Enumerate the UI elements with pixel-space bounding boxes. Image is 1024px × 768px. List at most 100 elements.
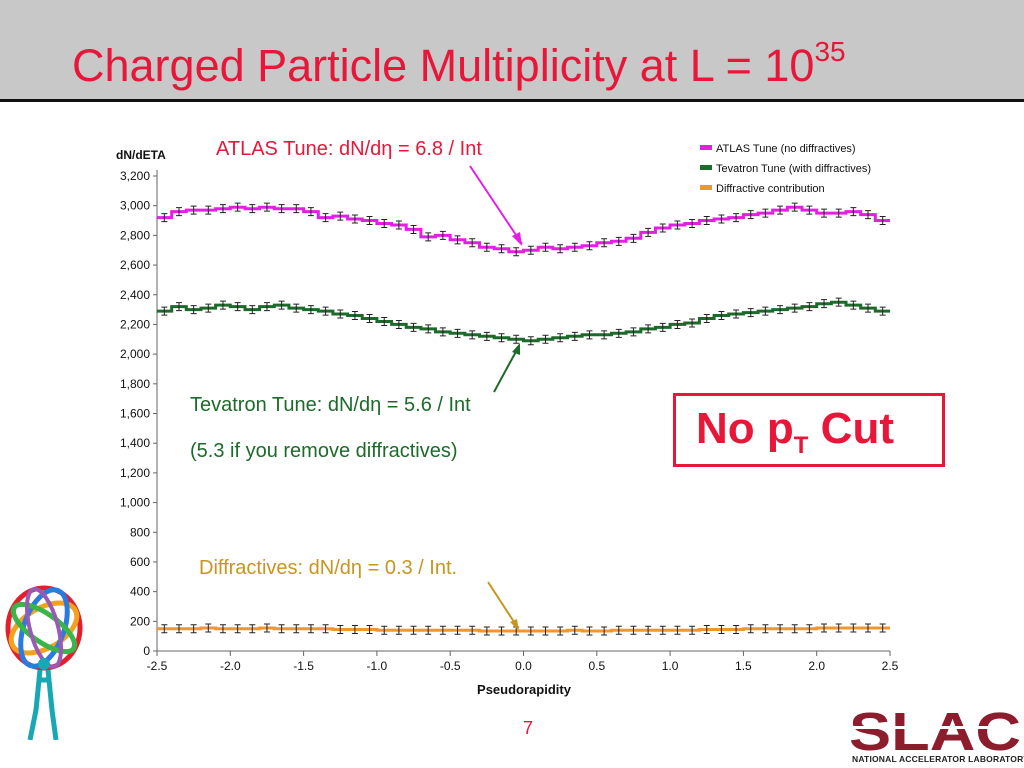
x-tick-label: 0.5 [588,659,605,673]
tevatron-series-point [879,306,886,316]
diffractive-series-point [630,625,637,635]
atlas-series-point [615,236,622,246]
diffractive-series-point [674,625,681,635]
atlas-series-point [718,214,725,224]
diffractive-series-point [263,623,270,633]
x-tick-label: 2.0 [808,659,825,673]
tevatron-series-point [777,305,784,315]
tevatron-series-point [645,324,652,334]
atlas-series-point [219,204,226,214]
tevatron-series-point [630,327,637,337]
tevatron-series-point [190,305,197,315]
tevatron-series-point [601,330,608,340]
tevatron-series-point [454,328,461,338]
no-pt-cut-label: No pT Cut [696,404,894,459]
tevatron-series-point [674,319,681,329]
diffractive-series-point [366,624,373,634]
atlas-series-point [381,219,388,228]
axes: 0 200 400 600 800 1,000 1,200 1,400 1,600 1,800 2,… [120,169,899,673]
y-tick-label: 1,400 [120,436,150,450]
atlas-series-point [454,235,461,245]
x-tick-label: -1.5 [293,659,314,673]
x-tick-label: 2.5 [882,659,899,673]
tevatron-series-point [806,302,813,312]
atlas-series-point [586,241,593,251]
tevatron-series [157,297,890,346]
diffractive-series-point [806,624,813,634]
y-tick-label: 3,200 [120,169,150,183]
tevatron-series-point [351,311,358,321]
atlas-series-point [366,216,373,226]
tevatron-series-point [615,328,622,338]
tevatron-series-point [498,333,505,343]
diffractive-series-point [718,624,725,634]
diffractive-series-point [469,625,476,635]
diffractive-series-point [850,623,857,633]
atlas-series-point [527,245,534,255]
atlas-arrow-head [512,232,522,246]
atlas-series-point [865,210,872,220]
diffractive-series-point [293,624,300,634]
y-tick-label: 400 [130,585,150,599]
diffractive-series-point [791,624,798,634]
atlas-series-point [337,211,344,221]
diffractive-series-point [703,624,710,634]
y-axis-label: dN/dETA [116,148,166,162]
diffractive-series-point [337,624,344,634]
diffractive-annotation: Diffractives: dN/dη = 0.3 / Int. [199,557,458,579]
tevatron-arrow-head [512,343,520,355]
tevatron-series-point [513,334,520,344]
diffractive-series-point [601,626,608,636]
tevatron-series-point [439,327,446,337]
y-tick-label: 2,000 [120,347,150,361]
tevatron-series-point [747,308,754,318]
diffractive-series-point [689,625,696,635]
atlas-series-point [278,204,285,214]
slide-title: Charged Particle Multiplicity at L = 103… [72,36,846,91]
atlas-series-point [498,244,505,254]
atlas-series-point [630,233,637,243]
legend-swatch [700,165,712,170]
tevatron-series-point [483,331,490,341]
diffractive-series-point [557,626,564,636]
tevatron-annotation: Tevatron Tune: dN/dη = 5.6 / Int [190,394,471,416]
tevatron-series-point [234,302,241,312]
atlas-series-point [762,208,769,218]
atlas-series-point [689,219,696,228]
atlas-series-point [293,204,300,214]
atlas-series-point [733,213,740,223]
atlas-series-point [542,242,549,252]
y-tick-label: 0 [143,644,150,658]
y-tick-label: 1,600 [120,407,150,421]
legend-entry: ATLAS Tune (no diffractives) [716,143,856,155]
tevatron-series-point [322,306,329,316]
y-tick-label: 200 [130,614,150,628]
tevatron-series-point [395,319,402,329]
legend-entry: Diffractive contribution [716,183,825,195]
tevatron-series-point [791,303,798,313]
y-tick-label: 1,200 [120,466,150,480]
atlas-series-point [879,216,886,226]
title-bar [0,0,1024,102]
atlas-series-point [483,242,490,252]
diffractive-series-point [249,624,256,634]
series-layer [157,202,890,636]
atlas-series-point [645,227,652,237]
y-tick-label: 600 [130,555,150,569]
x-tick-label: 1.0 [662,659,679,673]
page-number: 7 [523,718,534,738]
tevatron-series-line [157,300,890,343]
tevatron-series-point [527,336,534,346]
atlas-series-point [703,216,710,226]
tevatron-series-point [865,303,872,313]
diffractive-series-point [571,625,578,635]
atlas-series-point [601,238,608,248]
diffractive-series-point [454,625,461,635]
diffractive-series-point [278,624,285,634]
tevatron-series-point [278,300,285,310]
y-tick-label: 1,000 [120,496,150,510]
diffractive-series-point [410,625,417,635]
tevatron-series-point [263,302,270,312]
atlas-series-point [161,213,168,223]
diffractive-series-point [733,624,740,634]
